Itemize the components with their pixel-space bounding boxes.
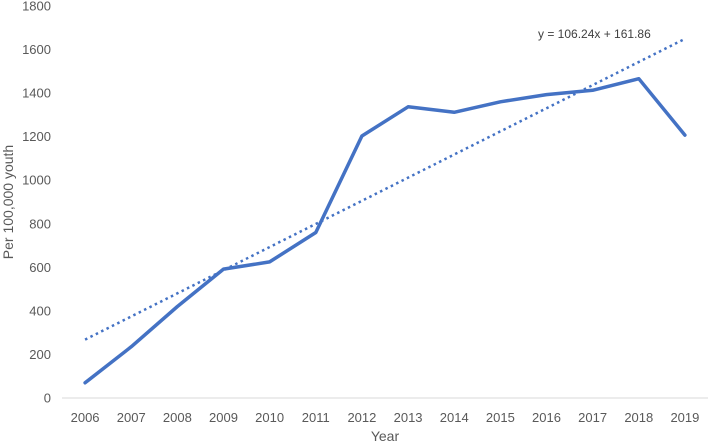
- y-tick-label: 800: [29, 216, 51, 231]
- x-tick-label: 2013: [394, 410, 423, 425]
- x-tick-label: 2010: [255, 410, 284, 425]
- x-tick-label: 2011: [302, 410, 330, 425]
- x-tick-label: 2019: [670, 410, 699, 425]
- y-tick-label: 600: [29, 260, 51, 275]
- y-axis-ticks: 0 200 400 600 800 1000 1200 1400 1600 1800: [22, 0, 51, 406]
- x-axis-title: Year: [371, 428, 400, 444]
- trendline-equation: y = 106.24x + 161.86: [538, 27, 651, 41]
- y-tick-label: 1800: [22, 0, 51, 14]
- trendline: [84, 37, 686, 341]
- y-tick-label: 400: [29, 303, 51, 318]
- trendline-path: [84, 37, 686, 341]
- x-tick-label: 2018: [624, 410, 653, 425]
- x-tick-label: 2012: [347, 410, 376, 425]
- y-tick-label: 200: [29, 347, 51, 362]
- x-tick-label: 2017: [578, 410, 607, 425]
- x-tick-label: 2015: [486, 410, 515, 425]
- y-axis-title: Per 100,000 youth: [0, 145, 16, 259]
- series-lines: [83, 76, 687, 385]
- y-tick-label: 1000: [22, 173, 51, 188]
- x-tick-label: 2009: [209, 410, 238, 425]
- x-tick-label: 2007: [117, 410, 146, 425]
- y-tick-label: 0: [44, 391, 51, 406]
- x-tick-label: 2006: [71, 410, 100, 425]
- x-tick-label: 2016: [532, 410, 561, 425]
- y-tick-label: 1400: [22, 86, 51, 101]
- y-tick-label: 1200: [22, 129, 51, 144]
- x-tick-label: 2014: [440, 410, 469, 425]
- y-tick-label: 1600: [22, 42, 51, 57]
- series-line: [83, 76, 687, 385]
- x-axis-ticks: 2006 2007 2008 2009 2010 2011 2012 2013 2014 2015…: [71, 410, 700, 425]
- x-tick-label: 2008: [163, 410, 192, 425]
